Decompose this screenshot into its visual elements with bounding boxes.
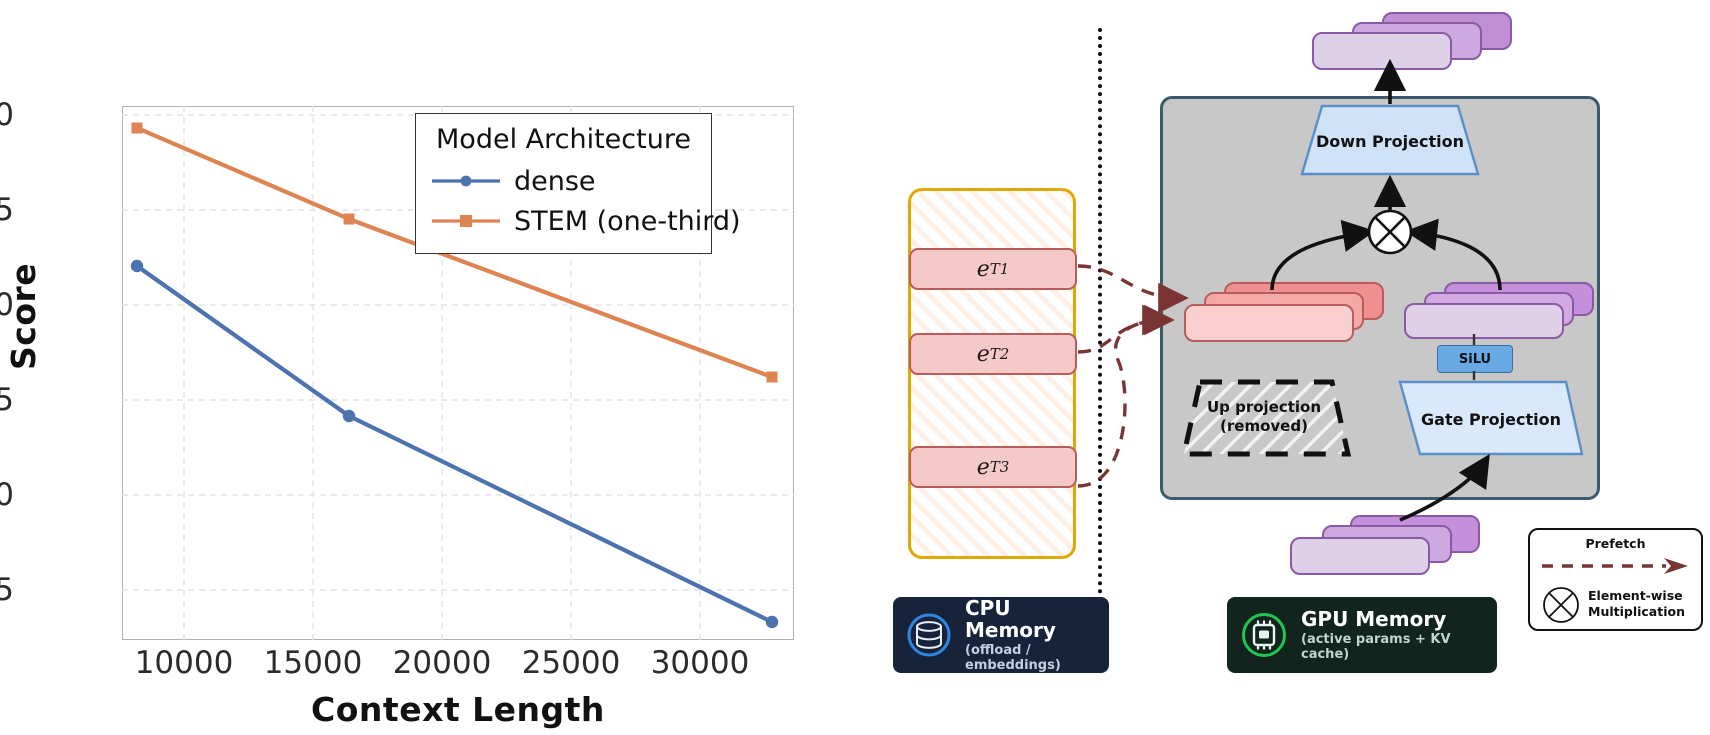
embedding-t1-label: e (976, 256, 990, 282)
legend-prefetch-label: Prefetch (1585, 536, 1646, 551)
up-projection-removed-shape (1180, 379, 1352, 457)
legend-elementwise-multiply-icon (1543, 587, 1579, 623)
embedding-t1-sub: T1 (989, 260, 1010, 278)
legend-swatch-dense (430, 169, 502, 193)
up-projection-removed-label: Up projection (removed) (1184, 381, 1344, 453)
legend-label-dense: dense (514, 165, 596, 197)
y-tick-70: 70 (0, 97, 14, 133)
legend-item-dense[interactable]: dense (430, 161, 697, 201)
diagram-legend: Prefetch Element-wise Multiplication (1528, 528, 1703, 631)
legend-elementwise-label: Element-wise Multiplication (1588, 588, 1700, 619)
legend-title: Model Architecture (436, 124, 691, 155)
red-card-front (1184, 304, 1354, 342)
legend-prefetch-arrow-icon (1542, 558, 1688, 574)
embedding-t3-sub: T3 (989, 458, 1010, 476)
embedding-t2[interactable]: e T2 (909, 333, 1077, 375)
embedding-t3[interactable]: e T3 (909, 446, 1077, 488)
y-tick-60: 60 (0, 287, 14, 323)
gpu-memory-badge: GPU Memory (active params + KV cache) (1227, 597, 1497, 673)
y-tick-45: 45 (0, 572, 14, 608)
gate-projection-shape (1398, 380, 1584, 456)
cpu-memory-badge: CPU Memory (offload / embeddings) (893, 597, 1109, 673)
up-projection-line1: Up projection (1206, 398, 1322, 417)
up-projection-line2: (removed) (1220, 417, 1308, 435)
gpu-memory-title: GPU Memory (1301, 607, 1447, 632)
gpu-memory-subtitle: (active params + KV cache) (1301, 632, 1451, 662)
legend-item-stem[interactable]: STEM (one-third) (430, 201, 741, 241)
down-projection-shape (1300, 104, 1480, 176)
x-tick-15000: 15000 (263, 645, 363, 681)
series-stem-one-third (131, 122, 778, 383)
gate-expert-purple-stack (1404, 282, 1614, 344)
series-dense (130, 259, 779, 629)
x-tick-30000: 30000 (650, 645, 750, 681)
y-tick-50: 50 (0, 477, 14, 513)
x-tick-10000: 10000 (134, 645, 234, 681)
cpu-memory-subtitle: (offload / embeddings) (965, 643, 1061, 673)
purple-card-front (1404, 303, 1564, 339)
cpu-memory-title: CPU Memory (965, 596, 1056, 643)
down-projection-label: Down Projection (1316, 131, 1464, 151)
input-card-front (1290, 537, 1430, 575)
chart-legend: Model Architecture dense STEM (one-third… (415, 113, 741, 254)
y-tick-55: 55 (0, 382, 14, 418)
embedding-t2-label: e (976, 341, 990, 367)
element-wise-multiply-node (1367, 209, 1413, 255)
x-axis-label: Context Length (311, 690, 605, 729)
x-tick-25000: 25000 (521, 645, 621, 681)
chip-icon (1242, 613, 1286, 657)
input-token-stack (1290, 515, 1500, 577)
embedding-t2-sub: T2 (989, 345, 1010, 363)
cpu-memory-region: e T1 e T2 e T3 (908, 188, 1077, 559)
gate-projection-label: Gate Projection (1421, 409, 1561, 429)
active-expert-red-stack (1184, 282, 1394, 344)
line-chart-panel: 70 65 60 55 50 45 10000 15000 20000 2500… (0, 0, 820, 735)
output-token-stack (1312, 12, 1512, 70)
database-icon (907, 613, 951, 657)
y-tick-65: 65 (0, 192, 14, 228)
x-tick-20000: 20000 (392, 645, 492, 681)
cpu-gpu-divider (1098, 28, 1102, 618)
legend-elementwise-line2: Multiplication (1588, 603, 1685, 619)
legend-label-stem: STEM (one-third) (514, 205, 741, 237)
legend-elementwise-line1: Element-wise (1588, 588, 1683, 603)
chart-series (130, 122, 779, 629)
embedding-t3-label: e (976, 454, 990, 480)
legend-swatch-stem (430, 209, 502, 233)
embedding-t1[interactable]: e T1 (909, 248, 1077, 290)
